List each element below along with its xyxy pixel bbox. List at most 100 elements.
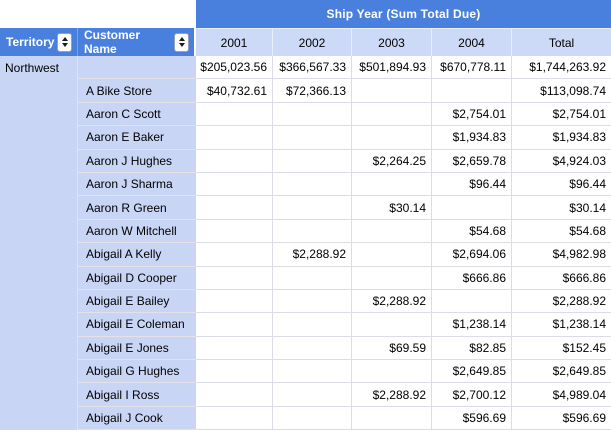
customer-name-cell: A Bike Store [78, 79, 196, 103]
value-cell-total: $4,924.03 [512, 149, 611, 173]
value-cell-2002 [273, 289, 352, 314]
table-row: Aaron W Mitchell $54.68 $54.68 [78, 219, 611, 244]
value-cell-2001 [196, 289, 273, 314]
value-cell-2001 [196, 313, 273, 337]
table-row: Abigail J Cook $596.69 $596.69 [78, 406, 611, 430]
value-cell-total: $4,982.98 [512, 243, 611, 267]
value-cell-2002 [273, 172, 352, 197]
value-cell-2004: $1,934.83 [432, 126, 512, 150]
group-header-row: Ship Year (Sum Total Due) [0, 0, 611, 28]
territory-label: Northwest [5, 61, 60, 75]
sort-up-arrow-icon [61, 37, 68, 41]
value-cell-total: $4,989.04 [512, 383, 611, 407]
value-cell-2003 [352, 219, 432, 244]
customer-name-cell: Aaron J Sharma [78, 172, 196, 197]
column-header-2004: 2004 [432, 28, 512, 56]
territory-cell: Northwest [0, 56, 78, 430]
territory-header-label: Territory [6, 35, 55, 49]
value-cell-2001 [196, 243, 273, 267]
value-cell-2001 [196, 406, 273, 430]
value-cell-2002: $72,366.13 [273, 79, 352, 103]
value-cell-2003: $30.14 [352, 196, 432, 220]
value-cell-2004: $82.85 [432, 336, 512, 361]
value-cell-total: $2,754.01 [512, 102, 611, 127]
column-header-row: Territory Customer Name 2001 2002 2003 2… [0, 28, 611, 56]
value-cell-total: $113,098.74 [512, 79, 611, 103]
value-cell-2001 [196, 266, 273, 290]
column-header-2002: 2002 [273, 28, 352, 56]
value-cell-2003: $501,894.93 [352, 56, 432, 80]
column-header-2003: 2003 [352, 28, 432, 56]
value-cell-2004 [432, 289, 512, 314]
customer-name-cell: Abigail J Cook [78, 406, 196, 430]
value-cell-2004: $2,649.85 [432, 360, 512, 384]
table-row: A Bike Store $40,732.61 $72,366.13 $113,… [78, 79, 611, 103]
value-cell-total: $2,288.92 [512, 289, 611, 314]
customer-name-cell: Aaron R Green [78, 196, 196, 220]
table-body: Northwest $205,023.56 $366,567.33 $501,8… [0, 56, 611, 430]
value-cell-total: $96.44 [512, 172, 611, 197]
customer-name-cell: Abigail E Bailey [78, 289, 196, 314]
table-row: Aaron J Hughes $2,264.25 $2,659.78 $4,92… [78, 149, 611, 173]
value-cell-2003 [352, 243, 432, 267]
value-cell-total: $152.45 [512, 336, 611, 361]
value-cell-total: $30.14 [512, 196, 611, 220]
value-cell-2003 [352, 79, 432, 103]
value-cell-2002 [273, 196, 352, 220]
customer-name-cell: Abigail E Jones [78, 336, 196, 361]
value-cell-2002: $2,288.92 [273, 243, 352, 267]
table-row: Abigail G Hughes $2,649.85 $2,649.85 [78, 360, 611, 384]
table-row: Abigail E Coleman $1,238.14 $1,238.14 [78, 313, 611, 337]
value-cell-2004: $670,778.11 [432, 56, 512, 80]
value-cell-2002 [273, 149, 352, 173]
value-cell-2001 [196, 196, 273, 220]
customer-name-cell: Aaron W Mitchell [78, 219, 196, 244]
value-cell-2002 [273, 219, 352, 244]
value-cell-2004 [432, 196, 512, 220]
table-row: Abigail D Cooper $666.86 $666.86 [78, 266, 611, 290]
value-cell-2002 [273, 360, 352, 384]
customer-name-cell: Aaron C Scott [78, 102, 196, 127]
table-row: Aaron E Baker $1,934.83 $1,934.83 [78, 126, 611, 150]
value-cell-2004: $2,700.12 [432, 383, 512, 407]
value-cell-total: $1,934.83 [512, 126, 611, 150]
value-cell-2004: $666.86 [432, 266, 512, 290]
value-cell-2004: $96.44 [432, 172, 512, 197]
customer-name-cell: Abigail D Cooper [78, 266, 196, 290]
value-cell-2003 [352, 266, 432, 290]
pivot-group-header: Ship Year (Sum Total Due) [196, 0, 611, 28]
value-cell-2001 [196, 219, 273, 244]
value-cell-2003 [352, 406, 432, 430]
value-cell-2004: $1,238.14 [432, 313, 512, 337]
sort-icon[interactable] [57, 32, 72, 52]
value-cell-total: $1,744,263.92 [512, 56, 611, 80]
customer-name-header-label: Customer Name [84, 28, 141, 56]
value-cell-total: $54.68 [512, 219, 611, 244]
table-row: Aaron C Scott $2,754.01 $2,754.01 [78, 102, 611, 127]
column-header-total: Total [512, 28, 611, 56]
customer-name-cell: Aaron E Baker [78, 126, 196, 150]
value-cell-2002 [273, 383, 352, 407]
value-cell-2002 [273, 406, 352, 430]
sort-down-arrow-icon [178, 43, 185, 47]
value-cell-2002 [273, 266, 352, 290]
value-cell-2003 [352, 126, 432, 150]
sort-up-arrow-icon [178, 37, 185, 41]
table-row: Abigail E Jones $69.59 $82.85 $152.45 [78, 336, 611, 361]
value-cell-2002 [273, 102, 352, 127]
sort-down-arrow-icon [61, 43, 68, 47]
value-cell-2003: $69.59 [352, 336, 432, 361]
value-cell-total: $2,649.85 [512, 360, 611, 384]
column-header-territory[interactable]: Territory [0, 28, 78, 56]
value-cell-2001: $40,732.61 [196, 79, 273, 103]
column-header-customer-name[interactable]: Customer Name [78, 28, 196, 56]
table-row: $205,023.56 $366,567.33 $501,894.93 $670… [78, 56, 611, 80]
value-cell-2001: $205,023.56 [196, 56, 273, 80]
value-cell-2004: $2,754.01 [432, 102, 512, 127]
customer-name-cell: Abigail I Ross [78, 383, 196, 407]
sort-icon[interactable] [174, 32, 189, 52]
value-cell-total: $666.86 [512, 266, 611, 290]
customer-name-cell: Abigail A Kelly [78, 243, 196, 267]
customer-name-cell: Abigail G Hughes [78, 360, 196, 384]
